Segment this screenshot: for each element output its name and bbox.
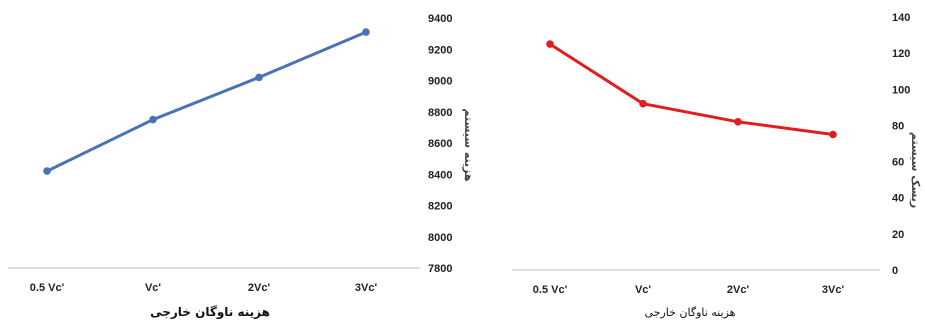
data-point bbox=[362, 28, 370, 36]
y-axis-label: هزینه سیستم bbox=[462, 108, 475, 181]
y-tick-label: 60 bbox=[892, 157, 904, 169]
data-point bbox=[734, 118, 742, 126]
y-tick-label: 9000 bbox=[428, 76, 452, 88]
y-tick-label: 40 bbox=[892, 193, 904, 205]
data-point bbox=[43, 167, 51, 175]
x-tick-label: 3Vc' bbox=[355, 282, 378, 294]
y-tick-label: 7800 bbox=[428, 263, 452, 275]
y-tick-label: 9200 bbox=[428, 44, 452, 56]
y-tick-label: 8200 bbox=[428, 201, 452, 213]
x-axis-label: هزینه ناوگان خارجی bbox=[150, 305, 270, 320]
y-tick-label: 8000 bbox=[428, 232, 452, 244]
data-point bbox=[639, 99, 647, 108]
x-tick-label: 2Vc' bbox=[248, 282, 271, 294]
data-point bbox=[546, 40, 554, 48]
y-tick-labels: 7800 8000 8200 8400 8600 8800 9000 9200 9400 bbox=[428, 13, 452, 275]
system-cost-chart: 7800 8000 8200 8400 8600 8800 9000 9200 9400 0.5… bbox=[8, 13, 475, 320]
series-points bbox=[43, 28, 370, 175]
x-tick-label: Vc' bbox=[635, 284, 651, 296]
y-tick-label: 80 bbox=[892, 120, 904, 132]
y-tick-label: 120 bbox=[892, 48, 910, 60]
y-tick-label: 100 bbox=[892, 84, 910, 96]
series-line bbox=[549, 42, 834, 136]
y-tick-label: 140 bbox=[892, 12, 910, 24]
x-tick-labels: 0.5 Vc' Vc' 2Vc' 3Vc' bbox=[533, 284, 845, 296]
x-tick-label: 0.5 Vc' bbox=[30, 282, 65, 294]
y-tick-label: 8800 bbox=[428, 107, 452, 119]
y-axis-label: ریسک سیستم bbox=[909, 132, 922, 208]
data-point bbox=[149, 115, 157, 124]
y-tick-label: 0 bbox=[892, 265, 898, 277]
data-point bbox=[829, 130, 837, 139]
y-tick-label: 9400 bbox=[428, 13, 452, 25]
x-tick-label: 0.5 Vc' bbox=[533, 284, 568, 296]
x-tick-label: Vc' bbox=[145, 282, 161, 294]
x-tick-labels: 0.5 Vc' Vc' 2Vc' 3Vc' bbox=[30, 282, 378, 294]
series-points bbox=[546, 40, 837, 139]
y-tick-label: 8400 bbox=[428, 169, 452, 181]
series-line bbox=[46, 30, 367, 173]
data-point bbox=[255, 73, 263, 82]
x-tick-label: 2Vc' bbox=[727, 284, 750, 296]
y-tick-label: 8600 bbox=[428, 138, 452, 150]
x-axis-label: هزینه ناوگان خارجی bbox=[645, 306, 736, 319]
x-tick-label: 3Vc' bbox=[822, 284, 845, 296]
system-risk-chart: 0 20 40 60 80 100 120 140 0.5 Vc' Vc' 2Vc' 3Vc' هز… bbox=[512, 12, 922, 319]
y-tick-label: 20 bbox=[892, 229, 904, 241]
y-tick-labels: 0 20 40 60 80 100 120 140 bbox=[892, 12, 910, 277]
